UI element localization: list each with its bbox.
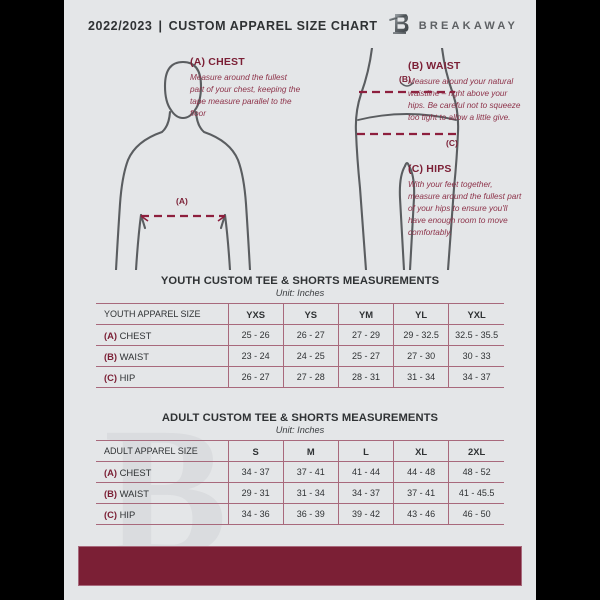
page-title: CUSTOM APPAREL SIZE CHART: [168, 19, 378, 33]
youth-row-label-2: (C) HIP: [96, 366, 228, 388]
youth-header-row: YOUTH APPAREL SIZE YXS YS YM YL YXL: [96, 303, 504, 325]
table-row: (C) HIP 34 - 36 36 - 39 39 - 42 43 - 46 …: [96, 503, 504, 525]
adult-row-label-2: (C) HIP: [96, 503, 228, 525]
youth-cell-1-2: 25 - 27: [337, 345, 394, 367]
youth-cell-1-3: 27 - 30: [393, 345, 449, 367]
adult-cell-2-3: 43 - 46: [393, 503, 449, 525]
header-title-group: 2022/2023 | CUSTOM APPAREL SIZE CHART: [88, 19, 378, 33]
brand-lockup: BREAKAWAY: [388, 11, 518, 42]
adult-cell-1-2: 34 - 37: [337, 482, 394, 504]
youth-row-label-0: (A) CHEST: [96, 324, 228, 346]
adult-section-title: ADULT CUSTOM TEE & SHORTS MEASUREMENTS: [161, 412, 439, 424]
adult-cell-2-2: 39 - 42: [337, 503, 394, 525]
youth-cell-0-3: 29 - 32.5: [393, 324, 449, 346]
youth-cell-1-4: 30 - 33: [448, 345, 504, 367]
adult-row-label-1: (B) WAIST: [96, 482, 228, 504]
youth-cell-2-4: 34 - 37: [448, 366, 504, 388]
header-separator: |: [158, 19, 163, 33]
adult-cell-1-3: 37 - 41: [393, 482, 449, 504]
waist-info-block: (B) WAIST Measure around your natural wa…: [408, 60, 524, 124]
youth-size-label: YOUTH APPAREL SIZE: [96, 303, 228, 325]
adult-cell-0-0: 34 - 37: [227, 461, 284, 483]
adult-unit-label: Unit: Inches: [275, 425, 325, 435]
adult-cell-2-1: 36 - 39: [282, 503, 339, 525]
page-header: 2022/2023 | CUSTOM APPAREL SIZE CHART: [64, 0, 536, 52]
adult-cell-1-4: 41 - 45.5: [448, 482, 504, 504]
waist-info-title: (B) WAIST: [408, 60, 461, 72]
adult-size-col-1: M: [282, 440, 339, 462]
adult-size-table: ADULT APPAREL SIZE S M L XL 2XL (A) CHES…: [96, 440, 504, 525]
adult-size-label: ADULT APPAREL SIZE: [96, 440, 228, 462]
adult-size-col-0: S: [227, 440, 284, 462]
youth-size-table: YOUTH APPAREL SIZE YXS YS YM YL YXL (A) …: [96, 303, 504, 388]
season-label: 2022/2023: [88, 19, 153, 33]
measurement-diagram: (A) (B) (C) (A) CHEST Measure around the…: [64, 48, 536, 270]
youth-cell-0-0: 25 - 26: [227, 324, 284, 346]
adult-size-col-4: 2XL: [448, 440, 504, 462]
youth-cell-2-2: 28 - 31: [337, 366, 394, 388]
brand-name: BREAKAWAY: [418, 20, 518, 32]
adult-header-row: ADULT APPAREL SIZE S M L XL 2XL: [96, 440, 504, 462]
youth-unit-label: Unit: Inches: [275, 288, 325, 298]
youth-section: YOUTH CUSTOM TEE & SHORTS MEASUREMENTS U…: [96, 275, 504, 388]
youth-size-col-1: YS: [282, 303, 339, 325]
youth-size-col-3: YL: [393, 303, 449, 325]
youth-cell-1-1: 24 - 25: [282, 345, 339, 367]
youth-row-label-1: (B) WAIST: [96, 345, 228, 367]
youth-cell-2-0: 26 - 27: [227, 366, 284, 388]
hips-info-block: (C) HIPS With your feet together, measur…: [408, 163, 526, 238]
youth-section-title: YOUTH CUSTOM TEE & SHORTS MEASUREMENTS: [160, 275, 440, 287]
breakaway-b-logo-icon: [388, 11, 410, 42]
waist-info-body: Measure around your natural waistline – …: [408, 77, 521, 122]
table-row: (B) WAIST 23 - 24 24 - 25 25 - 27 27 - 3…: [96, 345, 504, 367]
youth-size-col-2: YM: [337, 303, 394, 325]
hips-info-body: With your feet together, measure around …: [408, 180, 522, 237]
adult-cell-0-3: 44 - 48: [393, 461, 449, 483]
youth-cell-2-3: 31 - 34: [393, 366, 449, 388]
adult-cell-0-1: 37 - 41: [282, 461, 339, 483]
adult-size-col-3: XL: [393, 440, 449, 462]
table-row: (A) CHEST 25 - 26 26 - 27 27 - 29 29 - 3…: [96, 324, 504, 346]
adult-cell-0-4: 48 - 52: [448, 461, 504, 483]
size-chart-page: 2022/2023 | CUSTOM APPAREL SIZE CHART: [64, 0, 536, 600]
chest-info-title: (A) CHEST: [190, 56, 245, 68]
table-row: (A) CHEST 34 - 37 37 - 41 41 - 44 44 - 4…: [96, 461, 504, 483]
hips-info-title: (C) HIPS: [408, 163, 452, 175]
body-figures-svg: [114, 48, 460, 270]
adult-cell-2-4: 46 - 50: [448, 503, 504, 525]
hip-marker-label: (C): [446, 138, 458, 148]
adult-cell-2-0: 34 - 36: [227, 503, 284, 525]
chest-marker-label: (A): [176, 196, 188, 206]
youth-size-col-4: YXL: [448, 303, 504, 325]
table-row: (C) HIP 26 - 27 27 - 28 28 - 31 31 - 34 …: [96, 366, 504, 388]
adult-cell-1-1: 31 - 34: [282, 482, 339, 504]
youth-cell-2-1: 27 - 28: [282, 366, 339, 388]
adult-section: ADULT CUSTOM TEE & SHORTS MEASUREMENTS U…: [96, 412, 504, 525]
table-row: (B) WAIST 29 - 31 31 - 34 34 - 37 37 - 4…: [96, 482, 504, 504]
waist-marker-label: (B): [399, 74, 411, 84]
adult-row-label-0: (A) CHEST: [96, 461, 228, 483]
youth-cell-0-1: 26 - 27: [282, 324, 339, 346]
adult-size-col-2: L: [337, 440, 394, 462]
chest-info-body: Measure around the fullest part of your …: [190, 73, 301, 118]
youth-size-col-0: YXS: [227, 303, 284, 325]
youth-cell-1-0: 23 - 24: [227, 345, 284, 367]
youth-cell-0-4: 32.5 - 35.5: [448, 324, 504, 346]
footer-bar: [78, 546, 522, 586]
adult-cell-0-2: 41 - 44: [337, 461, 394, 483]
youth-cell-0-2: 27 - 29: [337, 324, 394, 346]
adult-cell-1-0: 29 - 31: [227, 482, 284, 504]
chest-info-block: (A) CHEST Measure around the fullest par…: [190, 56, 302, 120]
